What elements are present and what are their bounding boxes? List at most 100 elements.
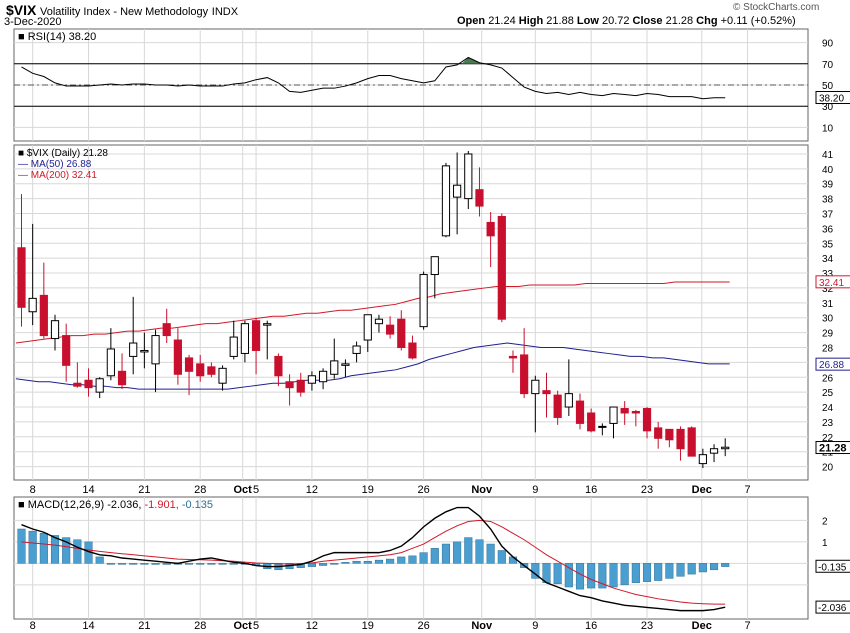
candle-body [598, 425, 607, 428]
candle-body [497, 215, 506, 320]
candle-body [251, 320, 261, 351]
candle-body [296, 379, 305, 393]
macd-histogram-bar [665, 563, 674, 579]
last-close-value: 21.28 [819, 443, 847, 455]
macd-histogram-bar [218, 563, 227, 565]
candle-body [263, 323, 272, 326]
last-close-badge [815, 441, 850, 455]
candle-body [285, 381, 294, 389]
price-tick-label: 36 [822, 224, 834, 235]
candle-body [17, 247, 26, 308]
price-x-tick-label: 7 [744, 484, 750, 496]
candle-body [363, 314, 372, 341]
price-tick-label: 37 [822, 210, 834, 221]
price-tick-label: 38 [822, 195, 834, 206]
price-x-tick-label: 26 [417, 484, 429, 496]
macd-tick-label: 2 [822, 516, 828, 527]
price-legend-swatch: — [18, 159, 31, 170]
rsi-legend-square: ■ [18, 31, 28, 43]
price-tick-label: 30 [822, 314, 834, 325]
candle-body [408, 342, 417, 359]
price-tick-label: 26 [822, 373, 834, 384]
candle-body [330, 360, 339, 375]
macd-legend-signal: -1.901, [145, 499, 182, 511]
candle-body [665, 428, 674, 441]
macd-legend-hist: -0.135 [182, 499, 213, 511]
price-legend-item: ■ $VIX (Daily) 21.28 [18, 148, 108, 159]
ma200-badge [815, 275, 850, 289]
macd-histogram-bar [408, 555, 417, 564]
macd-histogram-bar [631, 563, 640, 583]
close-value: 21.28 [665, 15, 694, 27]
candle-body [654, 427, 663, 439]
macd-histogram-bar [587, 563, 596, 589]
macd-histogram-bar [419, 552, 428, 564]
macd-histogram-bar [185, 563, 194, 565]
candle-body [352, 345, 361, 354]
chg-label: Chg [696, 15, 718, 27]
panel-frame [13, 144, 809, 481]
macd-x-tick-label: 14 [82, 620, 94, 632]
rsi-line [21, 56, 726, 100]
macd-x-tick-label: 9 [532, 620, 538, 632]
price-tick-label: 33 [822, 269, 834, 280]
ma200-line [15, 281, 730, 344]
ma50-line [15, 342, 730, 390]
macd-x-tick-label: 8 [30, 620, 36, 632]
price-tick-label: 23 [822, 418, 834, 429]
candle-body [441, 165, 451, 237]
ma50-badge [815, 357, 850, 371]
macd-histogram-bar [62, 537, 71, 564]
macd-histogram-bar [17, 528, 26, 564]
chg-value: +0.11 (+0.52%) [720, 15, 796, 27]
candle-body [587, 412, 596, 432]
macd-histogram-bar [162, 563, 171, 565]
ma200-value: 32.41 [819, 278, 844, 289]
macd-last-badge [815, 600, 850, 614]
price-x-tick-label: Nov [471, 484, 493, 496]
rsi-legend-text: RSI(14) 38.20 [28, 31, 96, 43]
macd-histogram-bar [39, 533, 48, 564]
macd-histogram-bar [598, 563, 607, 589]
price-x-tick-label: 8 [30, 484, 36, 496]
macd-histogram-bar [497, 550, 506, 564]
macd-histogram-bar [95, 556, 104, 564]
macd-histogram-bar [441, 543, 451, 564]
macd-histogram-bar [397, 556, 406, 564]
open-value: 21.24 [488, 15, 516, 27]
candle-body [73, 382, 82, 387]
candle-body [95, 378, 104, 393]
price-tick-label: 29 [822, 329, 834, 340]
price-legend-item: — MA(50) 26.88 [18, 159, 92, 170]
macd-histogram-bar [620, 563, 629, 586]
rsi-tick-label: 50 [822, 81, 834, 92]
low-value: 20.72 [601, 15, 630, 27]
price-legend-value: 21.28 [83, 148, 108, 159]
candle-body [106, 348, 115, 377]
price-tick-label: 41 [822, 150, 834, 161]
rsi-tick-label: 90 [822, 39, 834, 50]
candle-body [84, 379, 93, 389]
macd-histogram-bar [28, 530, 37, 564]
price-legend-name: MA(200) [31, 170, 72, 181]
macd-histogram-bar [117, 563, 127, 565]
candle-body [631, 410, 640, 414]
macd-histogram-bar [374, 559, 383, 564]
price-tick-label: 35 [822, 239, 834, 250]
candle-body [341, 363, 350, 366]
candle-body [531, 379, 540, 395]
price-x-tick-label: 23 [641, 484, 653, 496]
macd-histogram-bar [319, 563, 328, 566]
rsi-legend: ■ RSI(14) 38.20 [18, 31, 96, 43]
macd-histogram-bar [196, 563, 205, 565]
candle-body [184, 357, 194, 372]
price-tick-label: 28 [822, 343, 834, 354]
macd-histogram-bar [129, 563, 138, 565]
macd-histogram-bar [676, 563, 685, 577]
price-x-tick-label: 28 [194, 484, 206, 496]
date-label: 3-Dec-2020 [4, 16, 62, 28]
macd-x-tick-label: Nov [471, 620, 493, 632]
candle-body [229, 336, 238, 357]
ma50-value: 26.88 [819, 360, 844, 371]
